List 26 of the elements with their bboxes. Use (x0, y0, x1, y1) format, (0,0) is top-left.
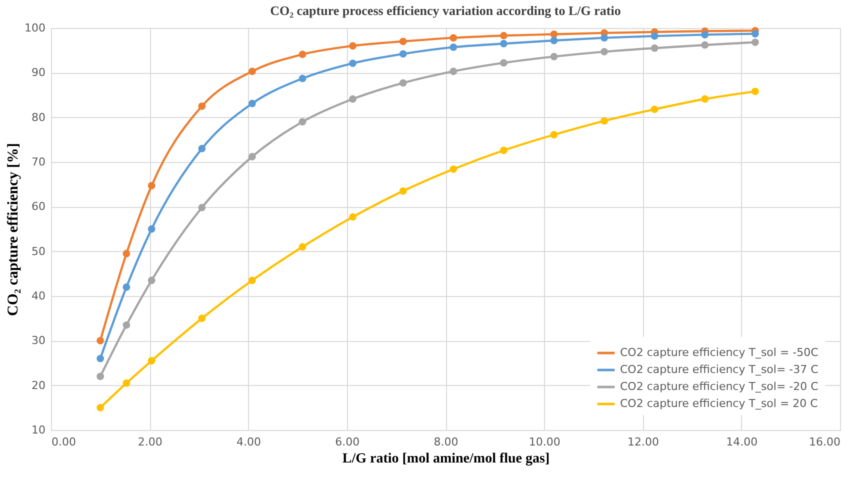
y-tick-label: 50 (32, 244, 46, 258)
y-tick-label: 60 (32, 200, 46, 214)
y-tick-label: 80 (32, 110, 46, 124)
y-tick-label: 30 (32, 334, 46, 348)
y-tick-label: 100 (24, 22, 46, 34)
x-tick-label: 12.00 (628, 436, 659, 448)
y-tick-label: 10 (32, 424, 46, 436)
x-tick-label: 16.00 (809, 436, 840, 448)
y-tick-label: 70 (32, 156, 46, 168)
legend-label: CO2 capture efficiency T_sol = 20 C (620, 397, 818, 410)
x-tick-label: 4.00 (236, 436, 261, 448)
x-axis-title: L/G ratio [mol amine/mol flue gas] (342, 452, 550, 466)
x-tick-label: 10.00 (528, 436, 560, 448)
y-tick-label: 90 (32, 66, 46, 80)
legend-label: CO2 capture efficiency T_sol = -50C (620, 346, 819, 359)
legend-label: CO2 capture efficiency T_sol= -20 C (620, 380, 819, 393)
x-tick-label: 6.00 (335, 436, 360, 448)
y-tick-label: 20 (32, 378, 46, 392)
legend-label: CO2 capture efficiency T_sol= -37 C (620, 363, 819, 376)
x-tick-label: 2.00 (138, 436, 162, 448)
x-tick-label: 14.00 (726, 436, 758, 448)
y-tick-label: 40 (32, 290, 46, 302)
x-tick-label: 0.00 (52, 436, 76, 448)
x-tick-label: 8.00 (434, 436, 458, 448)
chart-title: CO₂ capture process efficiency variation according to L/G ratio (270, 3, 621, 18)
y-axis-title: CO₂ capture efficiency [%] (6, 143, 22, 316)
